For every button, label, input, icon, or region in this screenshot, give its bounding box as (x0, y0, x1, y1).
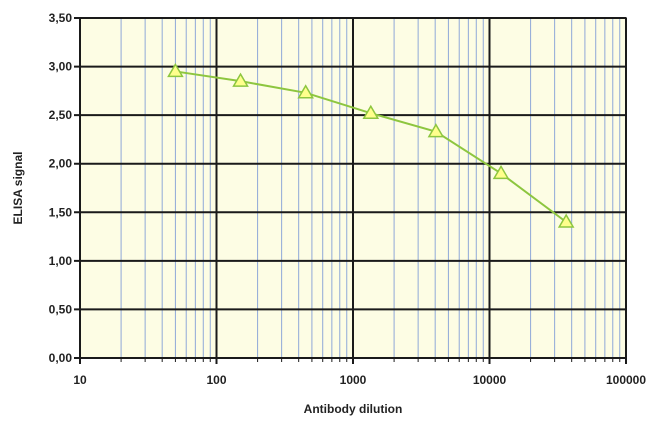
y-tick-label: 3,00 (49, 60, 73, 74)
minor-grid (120, 18, 621, 362)
x-tick-labels: 10 100 1000 10000 100000 (73, 373, 646, 387)
x-tick-label: 100 (206, 373, 226, 387)
series-layer (167, 62, 575, 228)
y-tick-label: 3,50 (49, 11, 73, 25)
y-tick-label: 0,00 (49, 351, 73, 365)
x-tick-label: 10000 (473, 373, 507, 387)
data-point-marker (492, 164, 510, 180)
major-grid (74, 17, 627, 364)
y-tick-label: 2,00 (49, 157, 73, 171)
data-point-marker (362, 104, 380, 119)
data-point-marker (232, 72, 249, 87)
y-tick-label: 1,50 (49, 205, 73, 219)
y-tick-label: 1,00 (49, 254, 73, 268)
y-tick-label: 0,50 (49, 302, 73, 316)
data-point-marker (167, 62, 184, 78)
y-tick-labels: 0,00 0,50 1,00 1,50 2,00 2,50 3,00 3,50 (49, 11, 73, 365)
y-tick-label: 2,50 (49, 108, 73, 122)
y-axis-title: ELISA signal (11, 152, 25, 225)
x-tick-label: 1000 (340, 373, 367, 387)
x-tick-label: 10 (73, 373, 87, 387)
data-point-marker (557, 213, 575, 228)
x-axis-title: Antibody dilution (304, 402, 403, 416)
data-point-marker (427, 123, 445, 138)
data-point-marker (297, 84, 314, 99)
x-tick-label: 100000 (606, 373, 646, 387)
